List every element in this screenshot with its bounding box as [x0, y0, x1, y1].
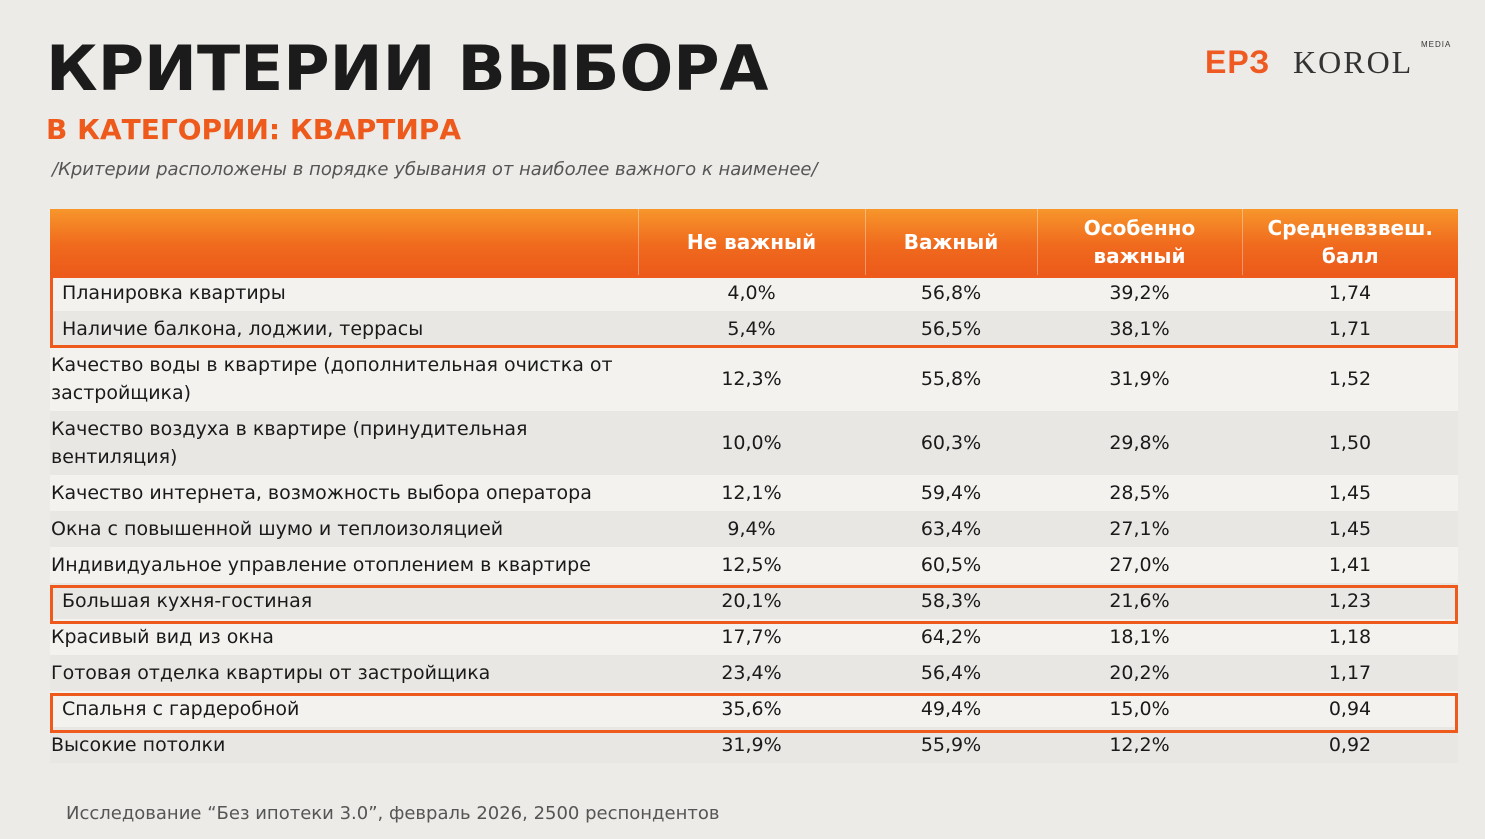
- page-title: КРИТЕРИИ ВЫБОРА: [46, 32, 769, 105]
- criterion-cell: Готовая отделка квартиры от застройщика: [50, 655, 638, 691]
- erz-logo: ЕРЗ: [1205, 44, 1271, 80]
- criterion-cell: Большая кухня-гостиная: [50, 583, 638, 619]
- table-row: Окна с повышенной шумо и теплоизоляцией 9…: [50, 511, 1458, 547]
- table-row: Наличие балкона, лоджии, террасы 5,4% 56,5…: [50, 311, 1458, 347]
- criterion-cell: Качество воздуха в квартире (принудитель…: [50, 411, 638, 475]
- logos: ЕРЗ KOROL MEDIA: [1205, 40, 1465, 90]
- criterion-cell: Качество воды в квартире (дополнительная…: [50, 347, 638, 411]
- important-cell: 60,3%: [865, 411, 1037, 475]
- table-row: Большая кухня-гостиная 20,1% 58,3% 21,6% 1,2…: [50, 583, 1458, 619]
- not-important-cell: 20,1%: [638, 583, 865, 619]
- weighted-score-cell: 1,45: [1242, 511, 1458, 547]
- especially-important-cell: 21,6%: [1037, 583, 1242, 619]
- weighted-score-cell: 1,23: [1242, 583, 1458, 619]
- weighted-score-cell: 1,18: [1242, 619, 1458, 655]
- important-cell: 56,4%: [865, 655, 1037, 691]
- important-cell: 55,8%: [865, 347, 1037, 411]
- header-weighted-score: Средневзвеш. балл: [1241, 209, 1458, 275]
- especially-important-cell: 15,0%: [1037, 691, 1242, 727]
- especially-important-cell: 12,2%: [1037, 727, 1242, 763]
- weighted-score-cell: 0,92: [1242, 727, 1458, 763]
- criteria-table: Не важный Важный Особенно важный Среднев…: [50, 209, 1458, 763]
- table-row: Спальня с гардеробной 35,6% 49,4% 15,0% 0,94: [50, 691, 1458, 727]
- especially-important-cell: 27,0%: [1037, 547, 1242, 583]
- table-row: Готовая отделка квартиры от застройщика 2…: [50, 655, 1458, 691]
- table-row: Качество воздуха в квартире (принудитель…: [50, 411, 1458, 475]
- korol-logo: KOROL: [1293, 44, 1414, 80]
- especially-important-cell: 20,2%: [1037, 655, 1242, 691]
- not-important-cell: 17,7%: [638, 619, 865, 655]
- especially-important-cell: 27,1%: [1037, 511, 1242, 547]
- important-cell: 56,8%: [865, 275, 1037, 311]
- weighted-score-cell: 1,74: [1242, 275, 1458, 311]
- important-cell: 59,4%: [865, 475, 1037, 511]
- criterion-cell: Наличие балкона, лоджии, террасы: [50, 311, 638, 347]
- criterion-cell: Высокие потолки: [50, 727, 638, 763]
- criterion-cell: Планировка квартиры: [50, 275, 638, 311]
- weighted-score-cell: 1,52: [1242, 347, 1458, 411]
- especially-important-cell: 39,2%: [1037, 275, 1242, 311]
- table-row: Высокие потолки 31,9% 55,9% 12,2% 0,92: [50, 727, 1458, 763]
- sort-note: /Критерии расположены в порядке убывания…: [52, 159, 818, 180]
- especially-important-cell: 38,1%: [1037, 311, 1242, 347]
- header-not-important: Не важный: [637, 209, 865, 275]
- criterion-cell: Красивый вид из окна: [50, 619, 638, 655]
- important-cell: 55,9%: [865, 727, 1037, 763]
- header-important: Важный: [864, 209, 1037, 275]
- criterion-cell: Индивидуальное управление отоплением в к…: [50, 547, 638, 583]
- not-important-cell: 12,5%: [638, 547, 865, 583]
- not-important-cell: 35,6%: [638, 691, 865, 727]
- criterion-cell: Качество интернета, возможность выбора о…: [50, 475, 638, 511]
- not-important-cell: 31,9%: [638, 727, 865, 763]
- page-subtitle: В КАТЕГОРИИ: КВАРТИРА: [46, 113, 461, 146]
- table-row: Качество интернета, возможность выбора о…: [50, 475, 1458, 511]
- header-criterion: [50, 209, 638, 275]
- especially-important-cell: 28,5%: [1037, 475, 1242, 511]
- especially-important-cell: 31,9%: [1037, 347, 1242, 411]
- important-cell: 63,4%: [865, 511, 1037, 547]
- not-important-cell: 23,4%: [638, 655, 865, 691]
- weighted-score-cell: 1,41: [1242, 547, 1458, 583]
- weighted-score-cell: 1,71: [1242, 311, 1458, 347]
- table-row: Индивидуальное управление отоплением в к…: [50, 547, 1458, 583]
- header-especially-important: Особенно важный: [1036, 209, 1242, 275]
- especially-important-cell: 29,8%: [1037, 411, 1242, 475]
- important-cell: 56,5%: [865, 311, 1037, 347]
- criterion-cell: Окна с повышенной шумо и теплоизоляцией: [50, 511, 638, 547]
- important-cell: 64,2%: [865, 619, 1037, 655]
- table-header-row: Не важный Важный Особенно важный Среднев…: [50, 209, 1458, 275]
- table-row: Красивый вид из окна 17,7% 64,2% 18,1% 1,18: [50, 619, 1458, 655]
- especially-important-cell: 18,1%: [1037, 619, 1242, 655]
- not-important-cell: 5,4%: [638, 311, 865, 347]
- important-cell: 49,4%: [865, 691, 1037, 727]
- not-important-cell: 12,3%: [638, 347, 865, 411]
- important-cell: 58,3%: [865, 583, 1037, 619]
- media-logo-label: MEDIA: [1421, 40, 1452, 49]
- not-important-cell: 4,0%: [638, 275, 865, 311]
- table-row: Планировка квартиры 4,0% 56,8% 39,2% 1,74: [50, 275, 1458, 311]
- weighted-score-cell: 0,94: [1242, 691, 1458, 727]
- not-important-cell: 12,1%: [638, 475, 865, 511]
- weighted-score-cell: 1,50: [1242, 411, 1458, 475]
- not-important-cell: 9,4%: [638, 511, 865, 547]
- weighted-score-cell: 1,45: [1242, 475, 1458, 511]
- not-important-cell: 10,0%: [638, 411, 865, 475]
- important-cell: 60,5%: [865, 547, 1037, 583]
- weighted-score-cell: 1,17: [1242, 655, 1458, 691]
- criterion-cell: Спальня с гардеробной: [50, 691, 638, 727]
- table-row: Качество воды в квартире (дополнительная…: [50, 347, 1458, 411]
- source-footer: Исследование “Без ипотеки 3.0”, февраль …: [66, 803, 720, 824]
